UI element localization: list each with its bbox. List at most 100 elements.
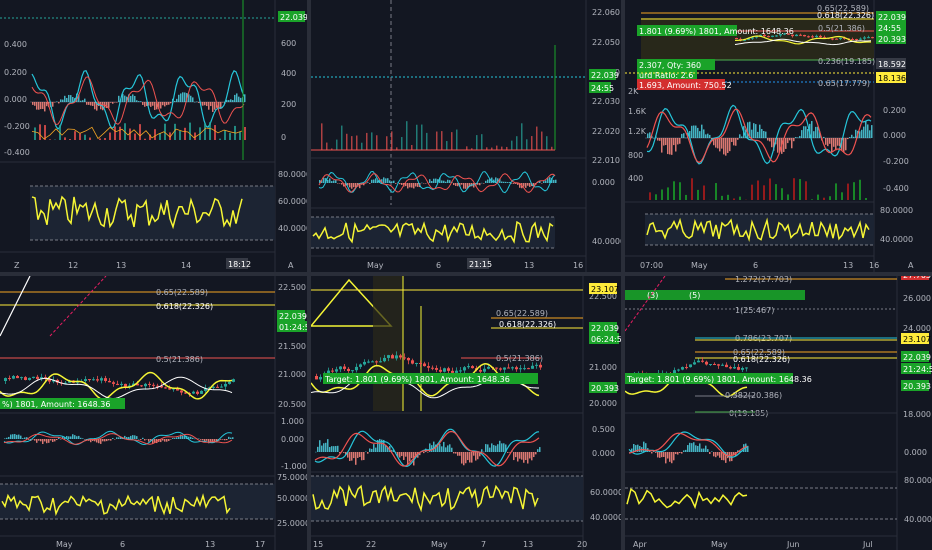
- candle: [519, 368, 522, 370]
- candle: [483, 368, 486, 372]
- macd-histogram-bar: [218, 102, 220, 108]
- time-axis-label: May: [431, 540, 448, 549]
- candle: [232, 379, 235, 382]
- macd-histogram-bar: [38, 439, 40, 441]
- candle: [132, 383, 135, 386]
- horizontal-divider[interactable]: [0, 272, 932, 276]
- chart-pane-3[interactable]: 0.65(22.589) 0.618(22.326) 0.5(21.386) 0.23…: [625, 0, 932, 272]
- macd-histogram-bar: [439, 443, 441, 452]
- price-badge-bg: [589, 283, 617, 294]
- candle: [100, 378, 103, 381]
- macd-histogram-bar: [501, 181, 503, 183]
- macd-histogram-bar: [543, 181, 545, 183]
- candle: [739, 38, 742, 40]
- macd-histogram-bar: [80, 100, 82, 102]
- time-axis-label: 17: [255, 540, 265, 549]
- candle: [224, 383, 227, 387]
- macd-histogram-bar: [767, 138, 769, 141]
- macd-histogram-bar: [703, 448, 705, 452]
- macd-histogram-bar: [116, 437, 118, 439]
- macd-histogram-bar: [415, 452, 417, 457]
- macd-histogram-bar: [333, 180, 335, 183]
- volume-bar: [331, 148, 333, 150]
- candle: [363, 361, 366, 365]
- volume-bar: [346, 133, 348, 150]
- volume-bar: [775, 184, 777, 200]
- macd-histogram-bar: [184, 92, 186, 102]
- chart-pane-2[interactable]: 22.06022.05022.04022.03022.02022.01022.0…: [311, 0, 621, 272]
- candle: [495, 367, 498, 369]
- chart-pane-1[interactable]: 22.039 600 400 200 0 0.400 0.200 0.000 -0.200 -0.…: [0, 0, 307, 272]
- macd-histogram-bar: [667, 138, 669, 155]
- macd-histogram-bar: [188, 436, 190, 439]
- macd-histogram-bar: [705, 134, 707, 138]
- macd-histogram-bar: [663, 452, 665, 457]
- macd-histogram-bar: [735, 138, 737, 146]
- macd-histogram-bar: [839, 138, 841, 147]
- macd-histogram-bar: [168, 439, 170, 441]
- macd-histogram-bar: [339, 452, 341, 454]
- macd-axis-label: -0.200: [883, 157, 909, 166]
- macd-histogram-bar: [110, 102, 112, 103]
- macd-histogram-bar: [361, 452, 363, 461]
- macd-histogram-bar: [363, 452, 365, 461]
- price-badge-bg: [876, 11, 906, 22]
- chart-pane-5[interactable]: 0.65(22.589) 0.618(22.326) 0.5(21.386) Targ…: [311, 276, 621, 550]
- candle: [791, 34, 794, 37]
- macd-histogram-bar: [240, 97, 242, 102]
- chart-pane-6[interactable]: 1.272(27.703) (3) (5) 1(25.467) 0.786(23.707…: [625, 276, 932, 550]
- macd-histogram-bar: [739, 451, 741, 452]
- volume-bar: [667, 187, 669, 200]
- macd-histogram-bar: [325, 442, 327, 452]
- macd-histogram-bar: [759, 124, 761, 138]
- macd-histogram-bar: [431, 181, 433, 183]
- volume-bar: [847, 183, 849, 200]
- price-axis-label: 21.000: [278, 370, 306, 379]
- macd-histogram-bar: [353, 452, 355, 459]
- volume-bar: [366, 132, 368, 150]
- candle: [12, 376, 15, 379]
- volume-bar: [69, 139, 71, 140]
- macd-histogram-bar: [679, 138, 681, 144]
- macd-histogram-bar: [126, 436, 128, 439]
- volume-bar: [516, 136, 518, 150]
- macd-histogram-bar: [545, 180, 547, 183]
- macd-histogram-bar: [82, 438, 84, 439]
- macd-histogram-bar: [693, 125, 695, 138]
- macd-histogram-bar: [497, 444, 499, 452]
- fib-label: 1.272(27.703): [735, 276, 792, 284]
- volume-bar: [751, 184, 753, 200]
- macd-histogram-bar: [349, 452, 351, 462]
- candle: [160, 385, 163, 388]
- volume-bar: [546, 136, 548, 150]
- macd-histogram-bar: [713, 452, 715, 457]
- macd-histogram-bar: [683, 133, 685, 138]
- volume-bar: [733, 198, 735, 200]
- candle: [803, 35, 806, 37]
- macd-histogram-bar: [715, 138, 717, 148]
- ratio-label: urd Ratio: 2.6: [639, 71, 693, 80]
- macd-histogram-bar: [651, 135, 653, 138]
- oscillator-axis-label: 40.0000: [592, 237, 621, 246]
- scale-mode-button: Z: [14, 261, 20, 270]
- candle: [451, 370, 454, 373]
- macd-axis-label: 0.000: [281, 435, 304, 444]
- macd-histogram-bar: [765, 131, 767, 138]
- fib-label: 0.65(22.589): [817, 4, 869, 13]
- chart-pane-4[interactable]: 0.65(22.589) 0.618(22.326) 0.5(21.386) %) 1…: [0, 276, 307, 550]
- macd-histogram-bar: [90, 102, 92, 106]
- volume-bar: [471, 148, 473, 150]
- macd-histogram-bar: [783, 138, 785, 152]
- macd-histogram-bar: [683, 450, 685, 452]
- macd-histogram-bar: [373, 179, 375, 183]
- time-cursor-badge: 18:12: [228, 260, 251, 269]
- candle: [779, 33, 782, 36]
- volume-bar: [361, 142, 363, 150]
- macd-axis-label: 0.200: [883, 106, 906, 115]
- macd-histogram-bar: [351, 452, 353, 461]
- macd-histogram-bar: [122, 93, 124, 102]
- volume-bar: [673, 181, 675, 200]
- macd-histogram-bar: [78, 435, 80, 439]
- macd-histogram-bar: [439, 177, 441, 183]
- macd-histogram-bar: [335, 446, 337, 452]
